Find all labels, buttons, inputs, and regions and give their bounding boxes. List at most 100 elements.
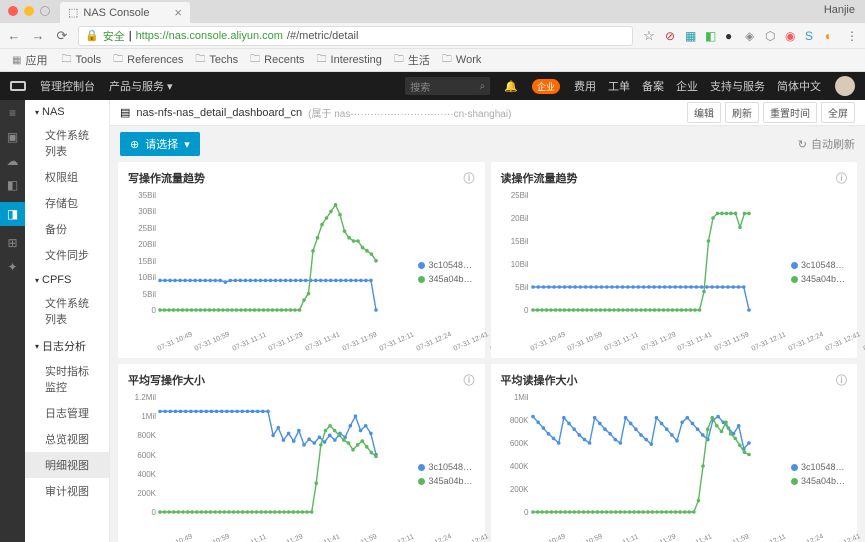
address-bar[interactable]: 🔒 安全 | https://nas.console.aliyun.com/#/… [78,26,633,46]
hdr-products[interactable]: 产品与服务 ▾ [109,78,173,94]
chart-plot: 25Bil20Bil15Bil10Bil5Bil007-31 10:4907-3… [501,190,848,350]
back-icon[interactable]: ← [6,28,22,43]
browser-tab[interactable]: ⬚ NAS Console × [60,2,190,23]
logo[interactable] [10,81,26,91]
bookmark-folder[interactable]: 🗀Work [436,50,487,71]
legend: 3c10548…345a04b… [791,462,845,486]
rail-icon[interactable]: ✦ [7,260,17,274]
ext-icon[interactable]: ◧ [705,29,719,43]
sidebar-item[interactable]: 实时指标监控 [25,358,109,400]
sidebar-item[interactable]: 文件系统列表 [25,290,109,332]
sidebar-item[interactable]: 日志管理 [25,400,109,426]
ext-icon[interactable]: ▦ [685,29,699,43]
folder-icon: 🗀 [61,52,71,69]
folder-icon: 🗀 [317,52,327,69]
sidebar-item[interactable]: 文件系统列表 [25,122,109,164]
ext-icon[interactable]: ⊘ [665,29,679,43]
bookmark-folder[interactable]: 🗀生活 [388,50,436,71]
avatar[interactable] [835,76,855,96]
apps-button[interactable]: ▦应用 [6,50,53,70]
tab-title: NAS Console [83,7,149,19]
crumb-button[interactable]: 编辑 [687,102,721,123]
sidebar-item[interactable]: 文件同步 [25,242,109,268]
hdr-link[interactable]: 简体中文 [777,78,821,94]
star-icon[interactable]: ☆ [641,28,657,44]
url-path: /#/metric/detail [287,30,359,42]
search-input[interactable]: 搜索⌕ [405,77,490,95]
folder-icon: 🗀 [113,52,123,69]
ext-icon[interactable]: ◉ [785,29,799,43]
sidebar-item[interactable]: 权限组 [25,164,109,190]
folder-icon: 🗀 [442,52,452,69]
chart-title: 平均写操作大小 [128,372,205,388]
ext-icon[interactable]: ● [725,29,739,43]
sidebar-group[interactable]: ▾NAS [25,100,109,122]
chart-card: 平均写操作大小ⓘ1.2Mil1Mil800K600K400K200K007-31… [118,364,485,542]
chrome-profile[interactable]: Hanjie [824,4,855,16]
chart-title: 平均读操作大小 [501,372,578,388]
sidebar-item[interactable]: 审计视图 [25,478,109,504]
bookmark-folder[interactable]: 🗀Recents [244,50,310,71]
rail-icon[interactable]: ☁ [7,154,19,168]
sidebar-group[interactable]: ▾CPFS [25,268,109,290]
bell-icon[interactable]: 🔔 [504,80,518,93]
breadcrumb: ▤ nas-nfs-nas_detail_dashboard_cn (属于 na… [110,100,865,126]
mac-window-controls[interactable] [8,6,50,16]
info-icon[interactable]: ⓘ [836,170,847,186]
bookmark-folder[interactable]: 🗀References [107,50,189,71]
dashboard-owner: (属于 nas-······························cn… [308,105,511,120]
info-icon[interactable]: ⓘ [836,372,847,388]
bookmark-folder[interactable]: 🗀Techs [189,50,244,71]
forward-icon[interactable]: → [30,28,46,43]
close-icon[interactable]: × [174,5,182,20]
browser-chrome: ⬚ NAS Console × Hanjie ← → ⟳ 🔒 安全 | http… [0,0,865,72]
chevron-down-icon: ▾ [35,108,39,117]
toolbar: ⊕ 请选择 ▾ ↻ 自动刷新 [110,126,865,162]
chart-card: 平均读操作大小 ⓘ 1Mil800K600K400K200K007-31 10:49… [491,364,858,542]
rail-menu-icon[interactable]: ≡ [9,106,16,120]
enterprise-badge[interactable]: 企业 [532,79,560,94]
menu-icon[interactable]: ⋮ [845,29,859,43]
crumb-button[interactable]: 全屏 [821,102,855,123]
hdr-link[interactable]: 工单 [608,78,630,94]
crumb-button[interactable]: 重置时间 [763,102,817,123]
chart-card: 读操作流量趋势ⓘ25Bil20Bil15Bil10Bil5Bil007-31 1… [491,162,858,358]
folder-icon: 🗀 [195,52,205,69]
ext-icon[interactable]: ◈ [745,29,759,43]
auto-refresh[interactable]: ↻ 自动刷新 [798,136,855,152]
folder-icon: 🗀 [250,52,260,69]
sidebar-item[interactable]: 总览视图 [25,426,109,452]
chart-plot: 35Bil30Bil25Bil20Bil15Bil10Bil5Bil007-31… [128,190,475,350]
ext-icon[interactable]: ⬡ [765,29,779,43]
select-button[interactable]: ⊕ 请选择 ▾ [120,132,200,156]
hdr-console[interactable]: 管理控制台 [40,78,95,94]
rail-icon[interactable]: ⊞ [7,236,17,250]
crumb-button[interactable]: 刷新 [725,102,759,123]
search-icon: ⌕ [480,81,486,92]
rail-icon[interactable]: ▣ [7,130,18,144]
dashboard-title: nas-nfs-nas_detail_dashboard_cn [136,107,302,119]
info-icon[interactable]: ⓘ [464,372,475,388]
chevron-down-icon: ▾ [35,276,39,285]
hdr-link[interactable]: 支持与服务 [710,78,765,94]
icon-rail: ≡ ▣ ☁ ◧ ◨ ⊞ ✦ [0,100,25,542]
sidebar-item[interactable]: 存储包 [25,190,109,216]
dashboard-icon: ▤ [120,106,130,119]
sidebar-item[interactable]: 明细视图 [25,452,109,478]
hdr-link[interactable]: 费用 [574,78,596,94]
rail-icon-active[interactable]: ◨ [0,202,25,226]
ext-icon[interactable]: ◐ [825,29,839,43]
rail-icon[interactable]: ◧ [7,178,18,192]
bookmark-folder[interactable]: 🗀Interesting [311,50,388,71]
reload-icon[interactable]: ⟳ [54,28,70,44]
hdr-link[interactable]: 企业 [676,78,698,94]
sidebar-group[interactable]: ▾日志分析 [25,332,109,358]
hdr-link[interactable]: 备案 [642,78,664,94]
chart-plot: 1Mil800K600K400K200K007-31 10:4907-31 10… [501,392,848,542]
bookmark-folder[interactable]: 🗀Tools [55,50,107,71]
ext-icon[interactable]: S [805,29,819,43]
lock-icon: 🔒 [85,29,99,42]
sidebar-item[interactable]: 备份 [25,216,109,242]
url-host: https://nas.console.aliyun.com [136,30,283,42]
info-icon[interactable]: ⓘ [464,170,475,186]
